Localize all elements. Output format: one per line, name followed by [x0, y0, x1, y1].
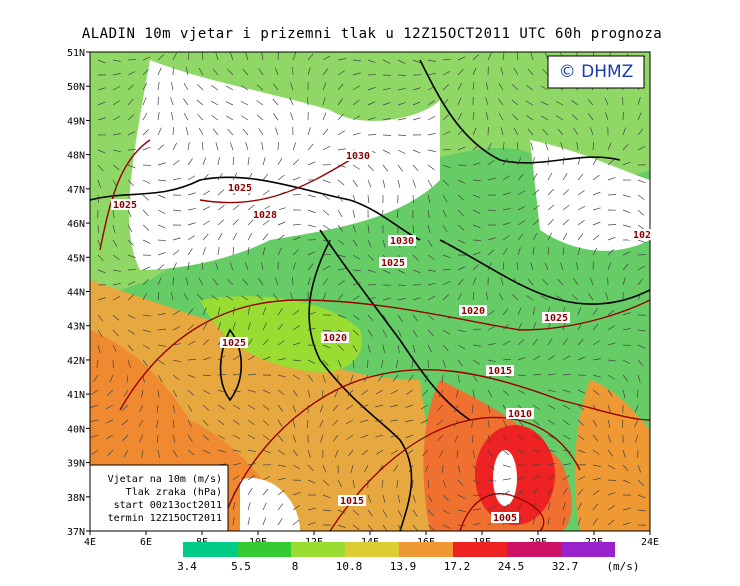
- isobar-label: 1030: [390, 236, 414, 247]
- isobar-label: 1025: [222, 338, 246, 349]
- lat-tick-label: 45N: [67, 253, 85, 264]
- colorbar-label: 3.4: [177, 560, 197, 573]
- isobar-label: 1020: [461, 306, 485, 317]
- lat-tick-label: 44N: [67, 288, 85, 299]
- isobar-label: 1005: [493, 513, 517, 524]
- colorbar-swatch: [561, 542, 615, 557]
- lat-tick-label: 41N: [67, 390, 85, 401]
- colorbar-label: 10.8: [336, 560, 363, 573]
- lat-tick-label: 42N: [67, 356, 85, 367]
- isobar-label: 1030: [346, 151, 370, 162]
- colorbar-swatch: [399, 542, 453, 557]
- lat-tick-label: 39N: [67, 459, 85, 470]
- isobar-label: 102: [633, 230, 651, 241]
- ellipse-shape: [493, 450, 517, 506]
- colorbar-swatch: [507, 542, 561, 557]
- isobar-label: 1025: [381, 258, 405, 269]
- lat-tick-label: 49N: [67, 116, 85, 127]
- colorbar-swatch: [291, 542, 345, 557]
- colorbar-label: 24.5: [498, 560, 525, 573]
- colorbar-label: 8: [292, 560, 299, 573]
- isobar-label: 1025: [228, 183, 252, 194]
- isobar-label: 1015: [488, 366, 512, 377]
- colorbar-swatch: [345, 542, 399, 557]
- g-shape: 3.4 5.5 8 10.8 13.9 17.2 24.5 32.7 (m/s): [177, 542, 640, 573]
- lat-tick-label: 47N: [67, 185, 85, 196]
- colorbar-swatch: [453, 542, 507, 557]
- lon-tick-label: 6E: [140, 537, 152, 548]
- lat-tick-label: 37N: [67, 527, 85, 538]
- colorbar-label: 13.9: [390, 560, 417, 573]
- isobar-label: 1028: [253, 210, 277, 221]
- map-field: [90, 52, 650, 532]
- colorbar-label: 32.7: [552, 560, 579, 573]
- isobar-label: 1010: [508, 409, 532, 420]
- lat-tick-label: 43N: [67, 322, 85, 333]
- lat-tick-label: 40N: [67, 424, 85, 435]
- lat-tick-label: 38N: [67, 493, 85, 504]
- info-line: termin 12Z15OCT2011: [108, 513, 222, 524]
- info-line: Vjetar na 10m (m/s): [108, 474, 222, 485]
- lat-tick-label: 46N: [67, 219, 85, 230]
- lon-tick-label: 4E: [84, 537, 96, 548]
- isobar-label: 1015: [340, 496, 364, 507]
- logo: © DHMZ: [559, 62, 634, 82]
- lat-tick-label: 48N: [67, 151, 85, 162]
- isobar-label: 1020: [323, 333, 347, 344]
- title: ALADIN 10m vjetar i prizemni tlak u 12Z1…: [82, 26, 662, 42]
- info-line: start 00z13oct2011: [114, 500, 222, 511]
- isobar-label: 1025: [113, 200, 137, 211]
- lat-tick-label: 50N: [67, 82, 85, 93]
- isobar-label: 1025: [544, 313, 568, 324]
- colorbar-swatch: [237, 542, 291, 557]
- colorbar-label: 17.2: [444, 560, 471, 573]
- colorbar-label: 5.5: [231, 560, 251, 573]
- info-line: Tlak zraka (hPa): [126, 487, 222, 498]
- colorbar-unit: (m/s): [606, 560, 639, 573]
- lat-tick-label: 51N: [67, 48, 85, 59]
- colorbar-swatch: [183, 542, 237, 557]
- lon-tick-label: 24E: [641, 537, 659, 548]
